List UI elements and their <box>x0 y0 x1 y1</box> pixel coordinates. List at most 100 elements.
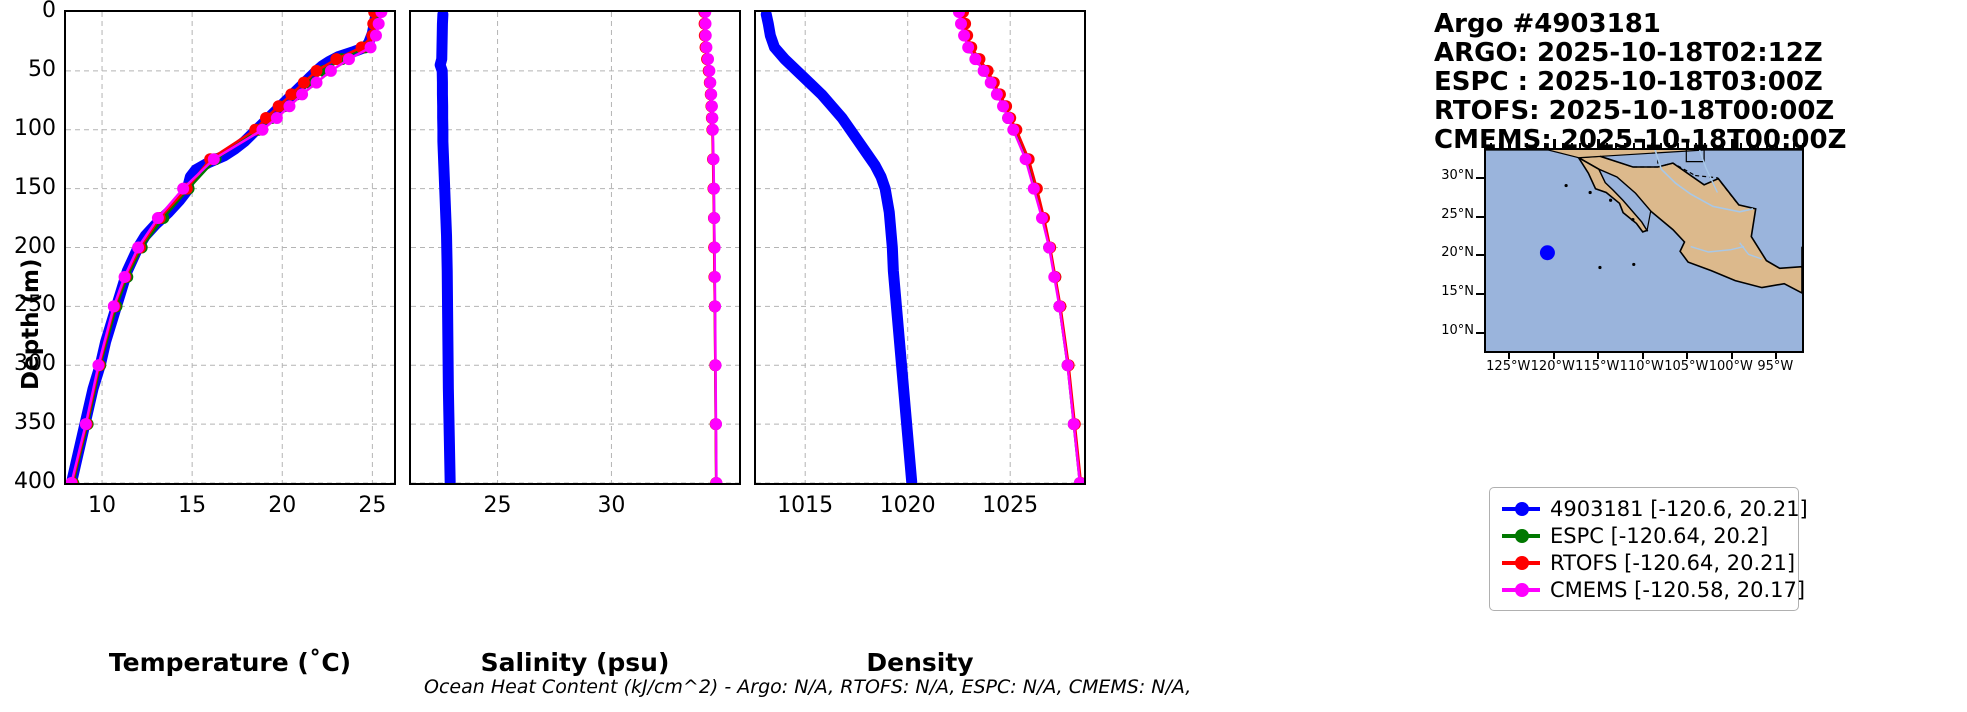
map-lat-label: 15°N <box>1441 284 1474 300</box>
series-marker-cmems <box>703 64 716 77</box>
header-line: ESPC : 2025-10-18T03:00Z <box>1434 67 1823 97</box>
series-marker-cmems <box>132 241 145 254</box>
series-marker-cmems <box>1061 359 1074 372</box>
series-marker-cmems <box>708 270 721 283</box>
series-marker-cmems <box>1035 212 1048 225</box>
map-lon-tick <box>1775 351 1778 359</box>
series-marker-cmems <box>1007 123 1020 136</box>
series-marker-cmems <box>375 12 388 18</box>
series-marker-rtofs <box>272 100 285 113</box>
gulf-of-california <box>1597 168 1652 233</box>
series-marker-cmems <box>107 300 120 313</box>
map-lat-tick <box>1476 254 1484 257</box>
series-marker-rtofs <box>330 53 343 66</box>
series-marker-cmems <box>952 12 965 18</box>
series-marker-cmems <box>708 241 721 254</box>
map-lat-label: 20°N <box>1441 245 1474 261</box>
depth-tick-label: 150 <box>14 174 56 200</box>
series-marker-cmems <box>177 182 190 195</box>
series-marker-cmems <box>990 88 1003 101</box>
series-marker-cmems <box>705 100 718 113</box>
density-axis-label: Density <box>866 648 974 677</box>
series-marker-cmems <box>283 100 296 113</box>
series-line-espc <box>71 12 380 483</box>
legend-marker-dot <box>1515 555 1529 570</box>
legend-marker-dot <box>1515 501 1529 516</box>
temperature-axis-label: Temperature (˚C) <box>108 648 352 677</box>
temperature-plot <box>66 12 394 483</box>
map-top-tick <box>1704 143 1707 148</box>
series-marker-cmems <box>324 64 337 77</box>
map-lat-label: 25°N <box>1441 206 1474 222</box>
map-lat-label: 30°N <box>1441 168 1474 184</box>
map-top-tick <box>1543 143 1546 148</box>
map-lon-label: 120°W <box>1530 359 1575 374</box>
border-dashed-1 <box>1599 155 1659 168</box>
map-top-tick <box>1534 143 1537 148</box>
map-top-tick <box>1606 143 1609 148</box>
map-top-tick <box>1712 143 1715 148</box>
river-4 <box>1690 245 1745 253</box>
series-marker-cmems <box>296 88 309 101</box>
map-lon-label: 125°W <box>1486 359 1531 374</box>
map-lon-tick <box>1730 351 1733 359</box>
map-lon-tick <box>1686 351 1689 359</box>
series-marker-cmems <box>969 53 982 66</box>
island-dot <box>1609 198 1613 202</box>
depth-tick-label: 100 <box>14 115 56 141</box>
map-top-tick <box>1739 143 1742 148</box>
map-top-tick <box>1623 143 1626 148</box>
series-marker-cmems <box>984 76 997 89</box>
legend-item[interactable]: 4903181 [-120.6, 20.21] <box>1502 495 1808 522</box>
map-lat-tick <box>1476 293 1484 296</box>
map-top-tick <box>1793 143 1796 148</box>
series-marker-cmems <box>709 359 722 372</box>
depth-tick-label: 350 <box>14 410 56 436</box>
legend-item[interactable]: RTOFS [-120.64, 20.21] <box>1502 549 1795 576</box>
x-tick-label: 1020 <box>879 493 936 518</box>
map-top-tick <box>1659 143 1662 148</box>
legend-item[interactable]: CMEMS [-120.58, 20.17] <box>1502 576 1805 603</box>
series-marker-cmems <box>707 153 720 166</box>
series-line-4903181 <box>66 12 382 483</box>
density-panel <box>754 10 1086 485</box>
legend-item[interactable]: ESPC [-120.64, 20.2] <box>1502 522 1786 549</box>
map-top-tick <box>1775 139 1779 148</box>
location-map[interactable] <box>1484 148 1804 353</box>
series-marker-cmems <box>706 111 719 124</box>
series-marker-rtofs <box>297 76 310 89</box>
map-top-tick <box>1721 143 1724 148</box>
map-top-tick <box>1668 143 1671 148</box>
depth-tick-label: 300 <box>14 351 56 377</box>
series-marker-cmems <box>1043 241 1056 254</box>
series-marker-cmems <box>709 418 722 431</box>
x-tick-label: 1025 <box>982 493 1039 518</box>
series-line-4903181 <box>434 12 456 483</box>
map-lon-tick <box>1552 351 1555 359</box>
depth-tick-label: 0 <box>42 0 56 23</box>
map-lat-tick <box>1476 331 1484 334</box>
series-marker-cmems <box>151 212 164 225</box>
river-1 <box>1654 150 1754 213</box>
map-top-tick <box>1570 143 1573 148</box>
series-marker-cmems <box>702 53 715 66</box>
series-marker-cmems <box>1067 418 1080 431</box>
series-marker-cmems <box>699 17 712 30</box>
map-lon-tick <box>1641 351 1644 359</box>
us-land-strip <box>1486 150 1802 159</box>
series-marker-cmems <box>1073 477 1084 483</box>
legend-line-swatch <box>1502 582 1540 597</box>
series-marker-cmems <box>118 270 131 283</box>
map-lat-label: 10°N <box>1441 322 1474 338</box>
map-top-tick <box>1650 143 1653 148</box>
legend-item-label: 4903181 [-120.6, 20.21] <box>1550 496 1808 521</box>
legend-marker-dot <box>1515 582 1529 597</box>
series-marker-cmems <box>1019 153 1032 166</box>
depth-tick-label: 200 <box>14 233 56 259</box>
map-top-tick <box>1641 139 1645 148</box>
header-line: ARGO: 2025-10-18T02:12Z <box>1434 38 1823 68</box>
x-tick-label: 20 <box>268 493 297 518</box>
x-tick-label: 30 <box>597 493 626 518</box>
series-marker-cmems <box>372 17 385 30</box>
map-top-tick <box>1499 143 1502 148</box>
